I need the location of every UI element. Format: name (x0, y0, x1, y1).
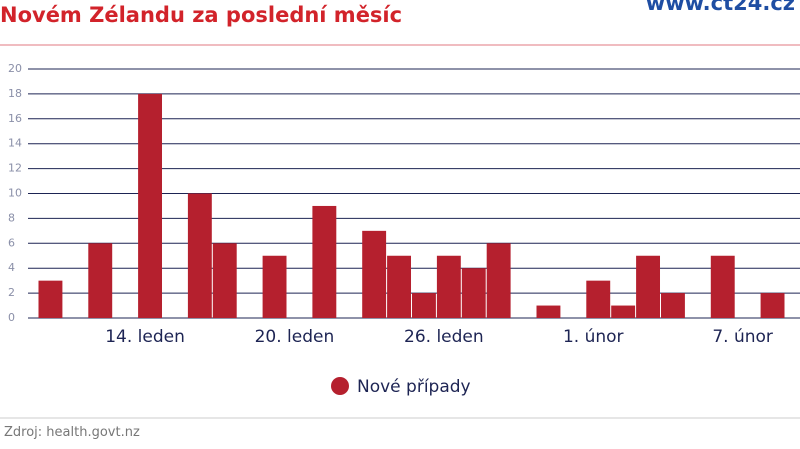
x-tick-label: 20. leden (255, 327, 335, 347)
y-tick-label: 12 (8, 162, 22, 175)
x-tick-label: 14. leden (105, 327, 185, 347)
bar (262, 255, 287, 318)
y-tick-label: 2 (8, 286, 15, 299)
y-tick-label: 4 (8, 261, 15, 274)
bar (387, 255, 412, 318)
y-tick-label: 20 (8, 62, 22, 75)
brand: www.ct24.cz (646, 0, 795, 15)
bar (88, 243, 113, 318)
y-tick-label: 14 (8, 137, 22, 150)
x-tick-label: 7. únor (712, 327, 773, 347)
bar (760, 293, 785, 318)
legend-label: Nové případy (357, 377, 471, 397)
bar (138, 93, 163, 319)
bar (486, 243, 511, 318)
bar (212, 243, 237, 318)
bar (436, 255, 461, 318)
source: Zdroj: health.govt.nz (4, 425, 140, 440)
bar (187, 193, 212, 318)
bar (461, 268, 486, 318)
bar (411, 293, 436, 318)
bar (312, 205, 337, 318)
y-tick-label: 16 (8, 112, 22, 125)
bar (362, 230, 387, 318)
bar (636, 255, 661, 318)
y-tick-label: 8 (8, 211, 15, 224)
bar (660, 293, 685, 318)
legend-marker (331, 377, 349, 395)
bar (611, 305, 636, 318)
y-tick-label: 0 (8, 311, 15, 324)
bar (586, 280, 611, 318)
chart-title: Novém Zélandu za poslední měsíc (0, 3, 402, 27)
bar (38, 280, 63, 318)
bar (710, 255, 735, 318)
y-tick-label: 10 (8, 187, 22, 200)
y-tick-label: 6 (8, 236, 15, 249)
y-tick-label: 18 (8, 87, 22, 100)
bar (536, 305, 561, 318)
x-tick-label: 26. leden (404, 327, 484, 347)
x-tick-label: 1. únor (563, 327, 624, 347)
